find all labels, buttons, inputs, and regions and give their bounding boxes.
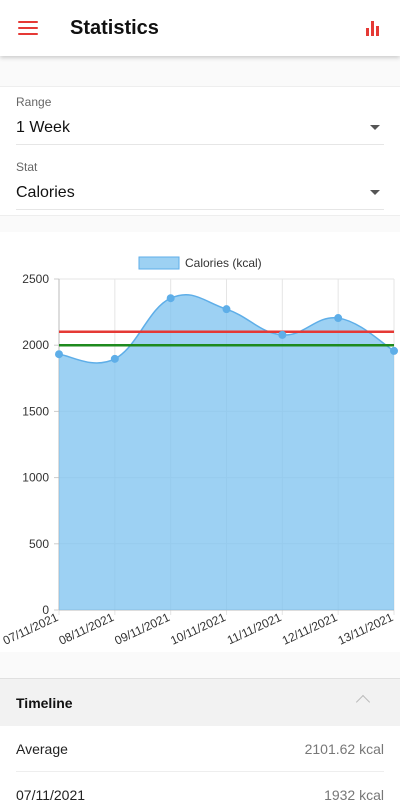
stat-label: Stat (16, 160, 38, 174)
timeline-row: 07/11/2021 1932 kcal (0, 772, 400, 800)
y-tick-label: 500 (29, 537, 49, 551)
timeline-row-average: Average 2101.62 kcal (0, 726, 400, 772)
hamburger-menu-icon (18, 21, 38, 35)
dropdown-arrow-icon (370, 190, 380, 195)
range-select[interactable]: Range 1 Week (16, 95, 384, 145)
app-bar: Statistics (0, 0, 400, 56)
data-point (55, 350, 63, 359)
x-tick-label: 12/11/2021 (280, 610, 340, 648)
x-tick-label: 09/11/2021 (112, 610, 172, 648)
dropdown-arrow-icon (370, 125, 380, 130)
timeline-title: Timeline (16, 695, 73, 711)
chart-card: 0 500 1000 1500 2000 2500 07/11/2021 08/11/2021… (0, 232, 400, 652)
x-tick-label: 13/11/2021 (336, 610, 396, 648)
x-tick-label: 11/11/2021 (225, 610, 284, 647)
x-tick-label: 08/11/2021 (57, 610, 117, 648)
x-tick-label: 07/11/2021 (1, 610, 61, 648)
row-value: 1932 kcal (324, 787, 384, 800)
range-label: Range (16, 95, 52, 109)
range-value: 1 Week (16, 119, 70, 136)
y-tick-label: 0 (42, 603, 49, 617)
data-point (334, 314, 343, 323)
y-tick-label: 1500 (22, 404, 49, 418)
y-tick-label: 1000 (22, 471, 49, 485)
row-value: 2101.62 kcal (304, 741, 384, 757)
row-divider (16, 771, 384, 772)
y-tick-label: 2500 (22, 272, 49, 286)
legend-swatch (138, 256, 180, 270)
stat-select[interactable]: Stat Calories (16, 160, 384, 210)
row-label: Average (16, 741, 68, 757)
data-point (222, 305, 231, 314)
row-label: 07/11/2021 (16, 787, 86, 800)
menu-button[interactable] (0, 0, 56, 56)
legend-label: Calories (kcal) (185, 256, 262, 270)
data-point (110, 354, 119, 363)
data-point (166, 294, 175, 303)
data-point (278, 330, 287, 339)
data-point (390, 346, 398, 355)
y-tick-label: 2000 (22, 338, 49, 352)
timeline-header[interactable]: Timeline (0, 678, 400, 726)
bar-chart-icon (366, 21, 379, 36)
stat-value: Calories (16, 184, 75, 201)
chevron-up-icon[interactable] (355, 694, 371, 710)
filter-card: Range 1 Week Stat Calories (0, 86, 400, 216)
calories-chart: 0 500 1000 1500 2000 2500 07/11/202108/11/2021… (1, 256, 398, 648)
page-title: Statistics (70, 16, 159, 39)
x-tick-label: 10/11/2021 (168, 610, 228, 648)
chart-type-button[interactable] (362, 16, 386, 40)
series-area (59, 294, 394, 610)
